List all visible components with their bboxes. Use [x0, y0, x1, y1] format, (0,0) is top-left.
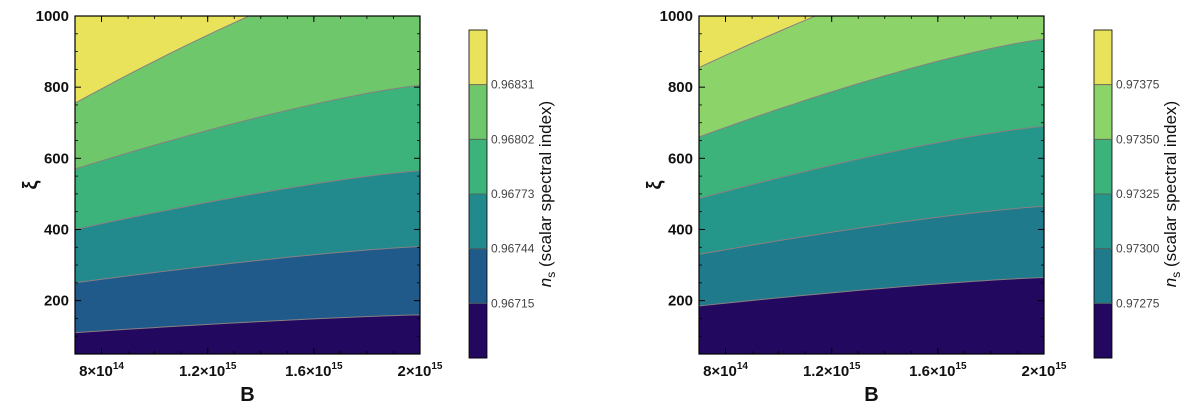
- x-tick-label: 1.6×1015: [285, 361, 343, 380]
- y-tick-label: 200: [668, 293, 693, 310]
- contour-line: [699, 16, 817, 69]
- plot-frame: [698, 15, 1045, 355]
- colorbar-tick-label: 0.97275: [1116, 296, 1160, 310]
- y-tick-label: 800: [668, 79, 693, 96]
- colorbar-tick-label: 0.96744: [491, 242, 535, 256]
- colorbar-tick-label: 0.96773: [491, 187, 535, 201]
- colorbar-swatch: [1094, 30, 1112, 86]
- x-axis-label: B: [240, 384, 254, 405]
- x-tick-label: 2×1015: [1022, 361, 1067, 380]
- y-tick-label: 1000: [660, 8, 693, 25]
- colorbar-swatch: [1094, 139, 1112, 195]
- x-tick-label: 1.6×1015: [909, 361, 967, 380]
- y-tick-label: 200: [44, 293, 69, 310]
- colorbar-swatch: [469, 303, 487, 359]
- x-tick-label: 8×1014: [703, 361, 748, 380]
- panel-1: 200 400 600 800 1000 8×1014 1.2×1015 1.6×1015 2×…: [20, 8, 558, 405]
- contour-line: [75, 84, 420, 170]
- contour-region: [699, 16, 816, 68]
- plot-area: [75, 16, 420, 354]
- y-tick-label: 1000: [36, 8, 69, 25]
- x-tick-label: 8×1014: [79, 361, 124, 380]
- colorbar-tick-label: 0.97300: [1116, 242, 1160, 256]
- colorbar-tick-label: 0.97325: [1116, 187, 1160, 201]
- x-tick-label: 1.2×1015: [179, 361, 237, 380]
- contour-line: [699, 38, 1044, 138]
- y-tick-label: 800: [44, 79, 69, 96]
- colorbar-swatch: [469, 248, 487, 304]
- colorbar-tick-label: 0.96802: [491, 132, 535, 146]
- contour-line: [75, 246, 420, 284]
- colorbar-tick-label: 0.97350: [1116, 132, 1160, 146]
- contour-line: [75, 16, 251, 104]
- plot-area: [699, 16, 1044, 354]
- contour-line: [75, 170, 420, 230]
- y-tick-label: 600: [668, 150, 693, 167]
- x-axis-label: B: [864, 384, 878, 405]
- y-axis-label: ξ: [644, 180, 666, 189]
- panel-2: 200 400 600 800 1000 8×1014 1.2×1015 1.6×1015 2×…: [644, 8, 1183, 405]
- colorbar-swatch: [469, 84, 487, 140]
- colorbar-swatch: [469, 194, 487, 250]
- contour-line: [699, 205, 1044, 255]
- contour-region: [75, 16, 250, 104]
- colorbar-swatch: [1094, 84, 1112, 140]
- contour-line: [699, 277, 1044, 307]
- colorbar-tick-label: 0.96715: [491, 296, 535, 310]
- y-tick-label: 600: [44, 150, 69, 167]
- x-tick-label: 2×1015: [398, 361, 443, 380]
- contour-line: [75, 314, 420, 334]
- y-tick-label: 400: [44, 221, 69, 238]
- colorbar-tick-label: 0.97375: [1116, 78, 1160, 92]
- colorbar-swatch: [469, 30, 487, 86]
- y-tick-label: 400: [668, 221, 693, 238]
- colorbar-title: ns (scalar spectral index): [1161, 101, 1183, 287]
- colorbar-swatch: [1094, 248, 1112, 304]
- colorbar-swatch: [469, 139, 487, 195]
- colorbar-swatch: [1094, 194, 1112, 250]
- colorbar-swatch: [1094, 303, 1112, 359]
- contour-line: [699, 125, 1044, 200]
- x-tick-label: 1.2×1015: [803, 361, 861, 380]
- colorbar-tick-label: 0.96831: [491, 78, 535, 92]
- colorbar-title: ns (scalar spectral index): [536, 101, 558, 287]
- plot-frame: [74, 15, 421, 355]
- y-axis-label: ξ: [20, 180, 42, 189]
